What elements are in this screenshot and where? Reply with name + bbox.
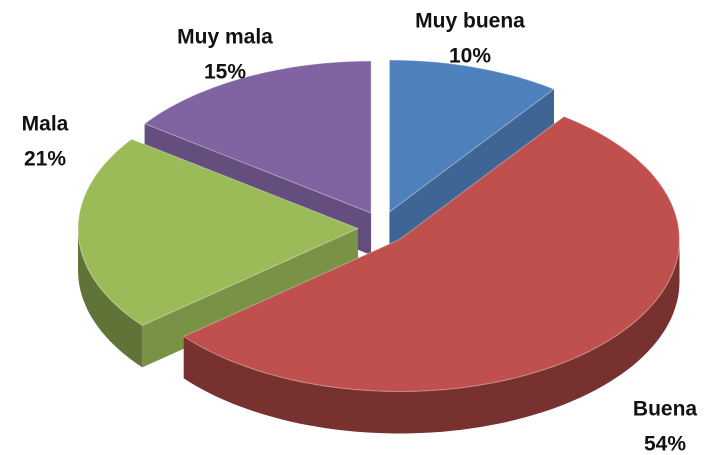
slice-side <box>78 228 143 368</box>
slice-label: Mala <box>22 113 69 136</box>
slice-value-label: 10% <box>449 45 491 68</box>
slice-label: Muy mala <box>177 26 273 49</box>
slice-side <box>183 239 680 434</box>
slice-value-label: 54% <box>644 433 686 455</box>
slice-wall <box>389 89 554 254</box>
slice-value-label: 15% <box>204 61 246 84</box>
pie-slice <box>143 60 372 214</box>
pie-slice <box>388 59 556 213</box>
pie-slice <box>77 138 360 326</box>
slice-label: Buena <box>633 398 698 421</box>
slice-value-label: 21% <box>24 148 66 171</box>
pie-slice <box>182 115 681 392</box>
slice-label: Muy buena <box>415 10 525 33</box>
